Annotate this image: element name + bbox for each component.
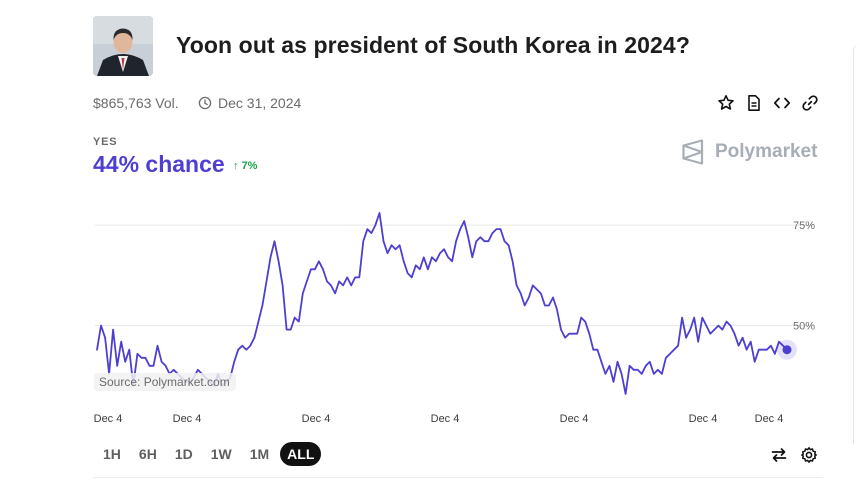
end-date-text: Dec 31, 2024 [218, 95, 302, 111]
market-actions [717, 94, 819, 112]
market-avatar [93, 16, 153, 76]
x-tick-label: Dec 4 [302, 413, 331, 425]
divider [93, 477, 823, 478]
volume-label: $865,763 Vol. [93, 95, 179, 111]
time-range-selector: 1H 6H 1D 1W 1M ALL [96, 442, 322, 466]
range-all[interactable]: ALL [280, 442, 322, 466]
embed-icon[interactable] [773, 94, 791, 112]
range-1h[interactable]: 1H [103, 446, 121, 462]
swap-icon[interactable] [770, 446, 788, 464]
range-6h[interactable]: 6H [138, 446, 157, 462]
window-edge [853, 44, 860, 444]
y-tick-label: 75% [793, 220, 815, 232]
x-tick-label: Dec 4 [431, 413, 460, 425]
price-line [96, 212, 788, 395]
source-label: Source: Polymarket.com [99, 375, 230, 389]
x-tick-label: Dec 4 [755, 413, 784, 425]
star-icon[interactable] [717, 94, 735, 112]
brand-name: Polymarket [715, 141, 818, 162]
document-icon[interactable] [745, 94, 763, 112]
chance-value: 44% chance [93, 151, 225, 177]
polymarket-logo-icon [682, 139, 704, 165]
range-1d[interactable]: 1D [174, 446, 193, 462]
change-value: 7% [241, 160, 258, 172]
chart-tools [770, 446, 818, 464]
arrow-up-icon: ↑ [233, 160, 239, 172]
range-1w[interactable]: 1W [210, 446, 232, 462]
market-title: Yoon out as president of South Korea in … [176, 32, 690, 58]
y-tick-label: 50% [793, 321, 815, 333]
x-tick-label: Dec 4 [560, 413, 589, 425]
source-label-bg [94, 373, 236, 391]
chance-change: ↑ 7% [233, 160, 257, 172]
x-tick-label: Dec 4 [173, 413, 202, 425]
outcome-label: YES [93, 136, 118, 148]
x-tick-label: Dec 4 [689, 413, 718, 425]
current-point-marker [782, 345, 792, 355]
brand-watermark: Polymarket [680, 138, 817, 166]
end-date: Dec 31, 2024 [198, 95, 301, 111]
clock-icon [198, 96, 212, 110]
range-1m[interactable]: 1M [249, 446, 270, 462]
x-tick-label: Dec 4 [94, 413, 123, 425]
settings-icon[interactable] [800, 446, 818, 464]
link-icon[interactable] [801, 94, 819, 112]
